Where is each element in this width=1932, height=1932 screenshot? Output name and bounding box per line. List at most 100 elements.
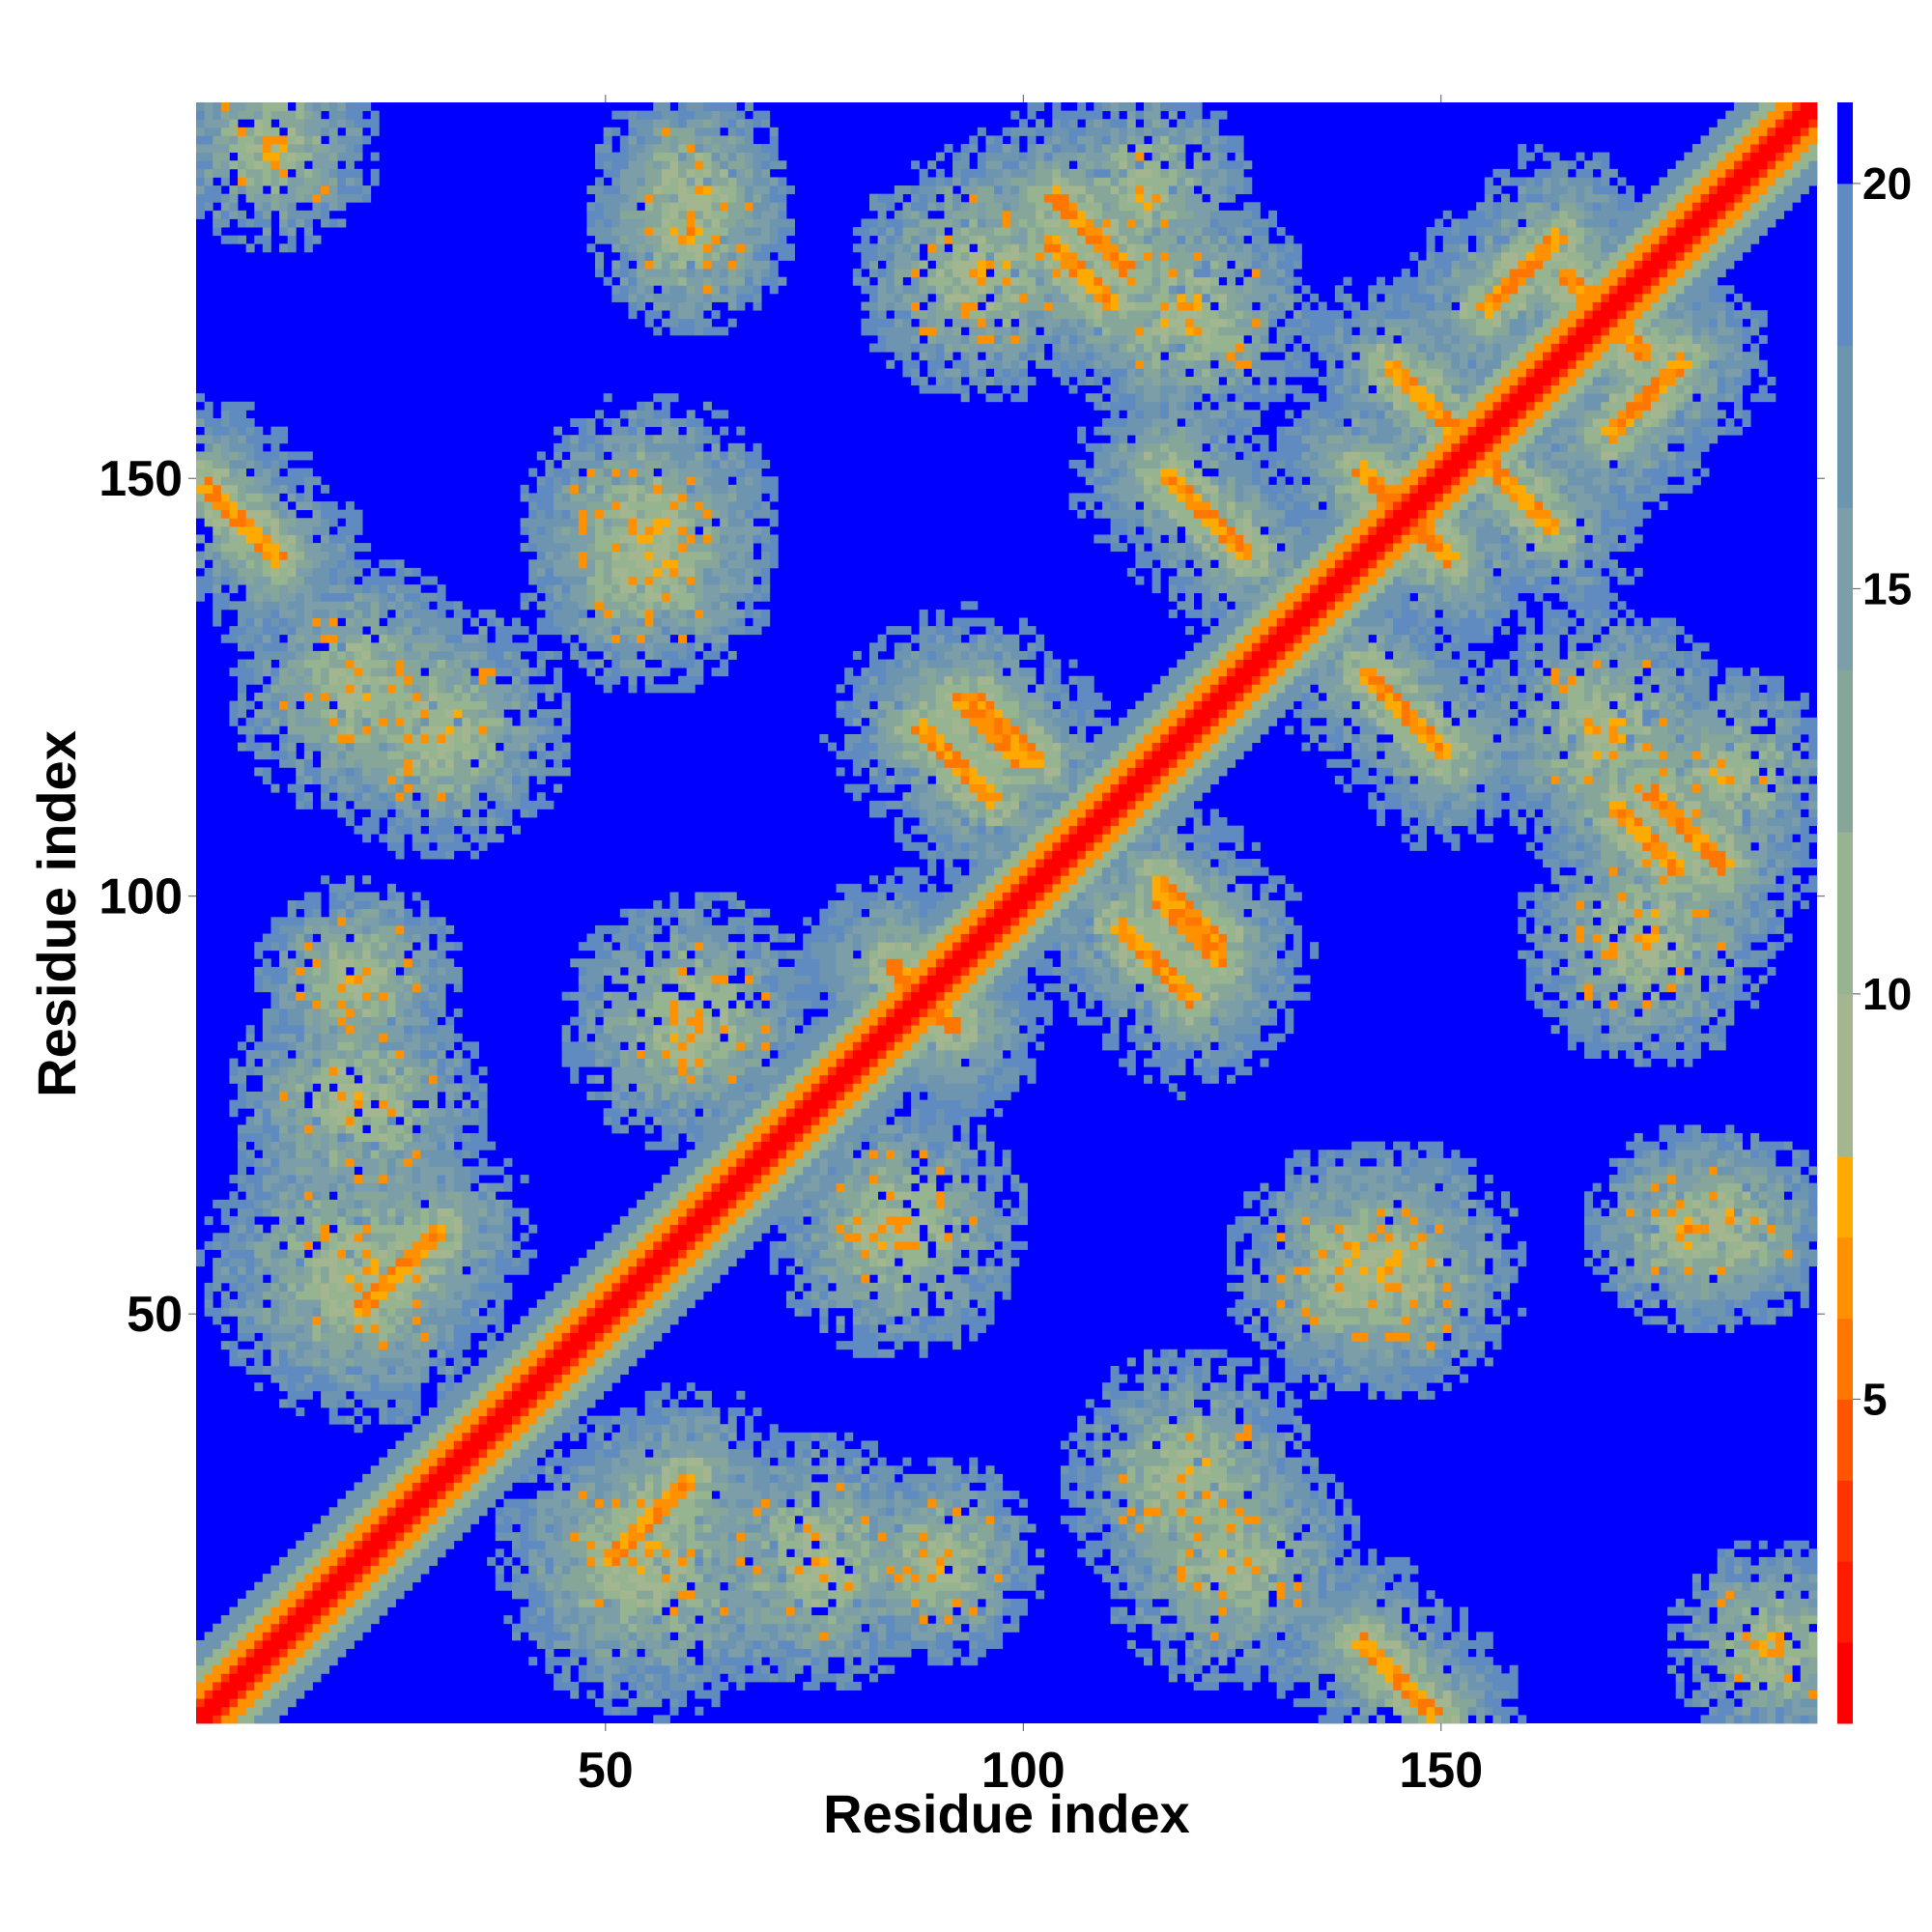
heatmap-cell — [661, 1615, 670, 1625]
heatmap-cell — [1285, 1390, 1294, 1400]
heatmap-cell — [503, 1157, 513, 1167]
heatmap-cell — [619, 1498, 629, 1508]
heatmap-cell — [1318, 1507, 1327, 1517]
heatmap-cell — [321, 1606, 330, 1616]
heatmap-cell — [1343, 1341, 1361, 1350]
heatmap-cell — [586, 1615, 596, 1625]
heatmap-cell — [727, 1175, 753, 1184]
heatmap-cell — [886, 1590, 912, 1600]
heatmap-cell — [977, 1639, 1004, 1649]
heatmap-cell — [619, 1240, 638, 1250]
heatmap-cell — [287, 1191, 297, 1201]
heatmap-cell — [769, 1491, 787, 1500]
heatmap-cell — [520, 1540, 546, 1549]
heatmap-cell — [785, 1606, 795, 1616]
heatmap-cell — [1268, 1639, 1294, 1649]
heatmap-cell — [686, 1632, 696, 1641]
heatmap-cell — [213, 1258, 222, 1267]
heatmap-cell — [437, 1216, 455, 1226]
heatmap-cell — [370, 1224, 421, 1234]
heatmap-cell — [487, 1556, 497, 1566]
heatmap-cell — [337, 1598, 355, 1607]
heatmap-cell — [1310, 1491, 1320, 1500]
heatmap-cell — [1285, 1507, 1294, 1517]
heatmap-cell — [1659, 1249, 1668, 1259]
heatmap-cell — [819, 1432, 829, 1441]
heatmap-cell — [644, 1258, 670, 1267]
heatmap-cell — [1667, 1623, 1685, 1633]
heatmap-cell — [911, 1323, 921, 1333]
heatmap-cell — [428, 1199, 438, 1208]
heatmap-cell — [827, 1199, 845, 1208]
heatmap-cell — [478, 1457, 497, 1466]
heatmap-cell — [637, 1581, 670, 1591]
heatmap-cell — [1767, 1606, 1776, 1616]
heatmap-cell — [1750, 1291, 1784, 1300]
heatmap-cell — [428, 1282, 438, 1292]
heatmap-cell — [1409, 1233, 1419, 1242]
heatmap-cell — [279, 1274, 313, 1284]
heatmap-cell — [279, 1199, 289, 1208]
heatmap-cell — [1285, 1175, 1294, 1184]
heatmap-cell — [1260, 1432, 1269, 1441]
heatmap-cell — [695, 1632, 704, 1641]
heatmap-cell — [653, 1673, 663, 1683]
heatmap-cell — [220, 1657, 239, 1666]
heatmap-cell — [586, 1639, 596, 1649]
heatmap-cell — [262, 1307, 271, 1317]
heatmap-cell — [404, 1341, 413, 1350]
heatmap-cell — [511, 1440, 529, 1450]
heatmap-cell — [354, 1199, 363, 1208]
heatmap-cell — [686, 1150, 712, 1159]
heatmap-cell — [296, 1150, 313, 1159]
heatmap-cell — [1318, 1598, 1352, 1607]
heatmap-cell — [345, 1208, 363, 1217]
heatmap-cell — [810, 1532, 820, 1542]
heatmap-cell — [810, 1299, 820, 1309]
heatmap-cell — [1151, 1540, 1195, 1549]
heatmap-cell — [637, 1299, 654, 1309]
heatmap-cell — [586, 1415, 612, 1425]
heatmap-cell — [1285, 1523, 1302, 1533]
heatmap-cell — [1143, 1349, 1152, 1358]
heatmap-cell — [1151, 1565, 1170, 1575]
heatmap-cell — [810, 1623, 820, 1633]
heatmap-cell — [1243, 1199, 1253, 1208]
heatmap-cell — [1492, 1282, 1502, 1292]
heatmap-cell — [1002, 1199, 1011, 1208]
heatmap-cell — [1435, 1299, 1444, 1309]
heatmap-cell — [877, 1316, 887, 1325]
heatmap-cell — [1268, 1274, 1278, 1284]
heatmap-cell — [1193, 1424, 1203, 1434]
heatmap-cell — [1667, 1323, 1677, 1333]
heatmap-cell — [960, 1606, 970, 1616]
heatmap-cell — [1318, 1291, 1327, 1300]
heatmap-cell — [1260, 1265, 1278, 1275]
heatmap-cell — [1750, 1681, 1760, 1690]
heatmap-cell — [727, 1199, 737, 1208]
heatmap-cell — [628, 1341, 654, 1350]
heatmap-cell — [637, 1690, 646, 1699]
heatmap-cell — [637, 1540, 646, 1549]
heatmap-cell — [1393, 1581, 1419, 1591]
heatmap-cell — [1119, 1457, 1128, 1466]
heatmap-cell — [386, 1208, 396, 1217]
heatmap-cell — [919, 1482, 928, 1492]
heatmap-cell — [1492, 1265, 1519, 1275]
heatmap-cell — [1393, 1390, 1403, 1400]
heatmap-cell — [727, 1498, 737, 1508]
heatmap-cell — [1758, 1706, 1768, 1716]
heatmap-cell — [1808, 1258, 1818, 1267]
heatmap-cell — [977, 1590, 995, 1600]
heatmap-cell — [245, 1216, 255, 1226]
heatmap-cell — [1691, 1590, 1701, 1600]
heatmap-cell — [1243, 1523, 1253, 1533]
heatmap-cell — [769, 1482, 779, 1492]
heatmap-cell — [586, 1648, 596, 1658]
heatmap-cell — [245, 1615, 264, 1625]
heatmap-cell — [1401, 1282, 1410, 1292]
heatmap-cell — [836, 1606, 845, 1616]
heatmap-cell — [561, 1498, 571, 1508]
heatmap-cell — [321, 1357, 347, 1367]
heatmap-cell — [644, 1440, 663, 1450]
